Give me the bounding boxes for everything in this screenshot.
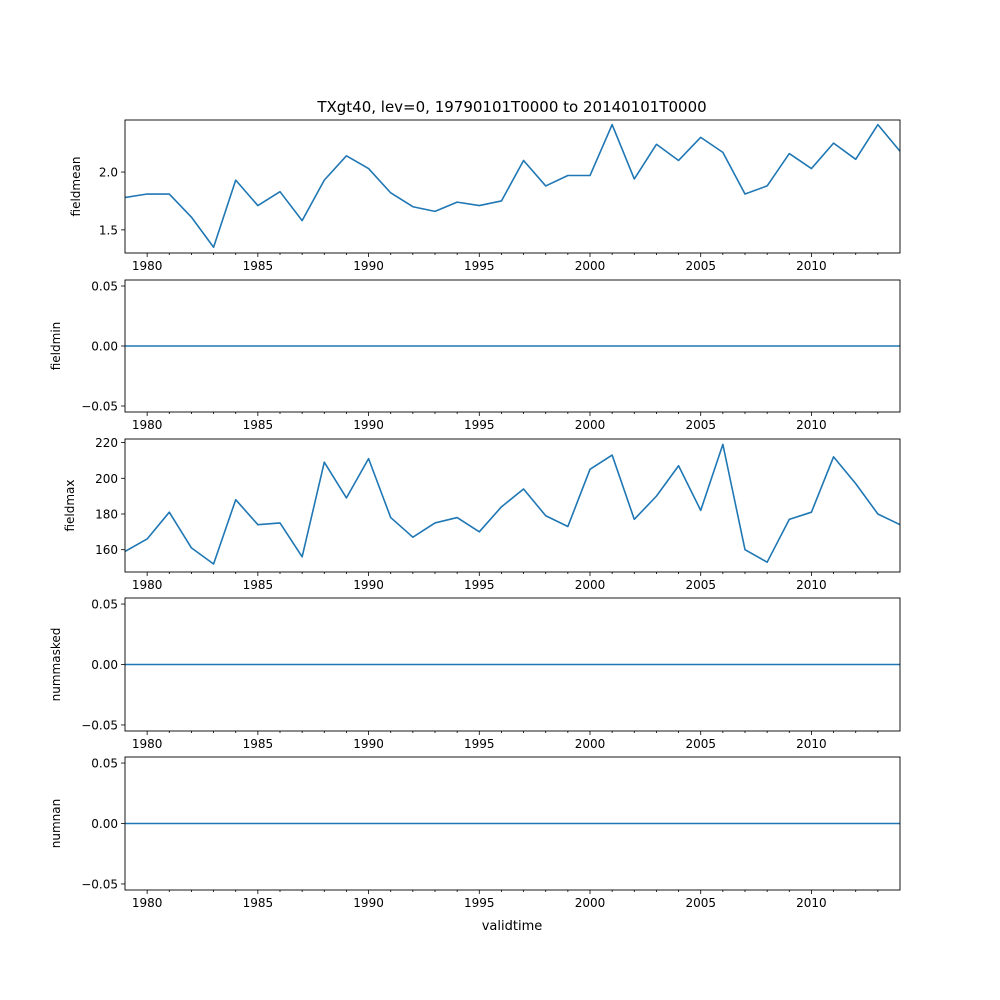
subplot-nummasked: 1980 1985 1990 1995 2000 2005 2010 −0.05 0.00 0.0… [49, 598, 901, 751]
y-tick-label: 2.0 [99, 166, 118, 180]
x-tick-label: 2005 [685, 896, 716, 910]
x-tick-label: 1995 [464, 578, 495, 592]
y-tick-label: 0.00 [91, 340, 118, 354]
x-tick-label: 1990 [353, 737, 384, 751]
y-tick-label: 0.00 [91, 658, 118, 672]
x-tick-label: 1985 [243, 578, 274, 592]
x-tick-label: 1985 [243, 896, 274, 910]
x-tick-label: 1980 [132, 259, 163, 273]
y-tick-label: 160 [95, 543, 118, 557]
x-tick-label: 2005 [685, 737, 716, 751]
y-tick-label: 220 [95, 436, 118, 450]
y-axis-label-fieldmax: fieldmax [63, 479, 77, 531]
y-tick-label: 0.05 [91, 757, 118, 771]
x-tick-label: 2000 [575, 418, 606, 432]
subplot-fieldmin: 1980 1985 1990 1995 2000 2005 2010 −0.05 0.00 0.0… [49, 280, 901, 432]
subplots: 1980 1985 1990 1995 2000 2005 2010 1.5 2.0 fieldm… [49, 119, 901, 910]
x-tick-label: 2000 [575, 578, 606, 592]
y-tick-label: −0.05 [81, 400, 118, 414]
x-tick-label: 2005 [685, 418, 716, 432]
x-axis-label: validtime [482, 919, 543, 934]
y-tick-label: −0.05 [81, 718, 118, 732]
x-tick-label: 2000 [575, 896, 606, 910]
subplot-numnan: 1980 1985 1990 1995 2000 2005 2010 −0.05 0.00 0.0… [49, 757, 901, 910]
y-tick-label: 0.00 [91, 817, 118, 831]
x-tick-label: 1990 [353, 896, 384, 910]
y-axis-label-fieldmean: fieldmean [69, 157, 83, 217]
x-tick-label: 1995 [464, 737, 495, 751]
figure-title: TXgt40, lev=0, 19790101T0000 to 20140101… [316, 98, 706, 116]
x-tick-label: 1995 [464, 896, 495, 910]
series-line-fieldmax [125, 443, 900, 565]
x-tick-label: 1990 [353, 259, 384, 273]
x-tick-label: 2000 [575, 259, 606, 273]
x-tick-label: 1985 [243, 259, 274, 273]
x-tick-label: 2010 [796, 418, 827, 432]
x-tick-label: 1980 [132, 578, 163, 592]
x-tick-label: 1980 [132, 737, 163, 751]
x-tick-label: 1995 [464, 259, 495, 273]
x-tick-label: 1985 [243, 418, 274, 432]
y-tick-label: 0.05 [91, 280, 118, 294]
x-tick-label: 2010 [796, 896, 827, 910]
y-axis-label-numnan: numnan [49, 799, 63, 848]
x-tick-label: 2010 [796, 737, 827, 751]
series-line-fieldmean [125, 123, 900, 249]
x-tick-label: 1980 [132, 418, 163, 432]
axes-frame [124, 438, 901, 573]
x-tick-label: 1985 [243, 737, 274, 751]
x-tick-label: 1990 [353, 578, 384, 592]
x-tick-label: 2005 [685, 259, 716, 273]
x-tick-label: 1980 [132, 896, 163, 910]
x-tick-label: 1995 [464, 418, 495, 432]
x-tick-label: 2010 [796, 259, 827, 273]
y-axis-label-fieldmin: fieldmin [49, 322, 63, 371]
subplot-fieldmax: 1980 1985 1990 1995 2000 2005 2010 160 180 200 220… [63, 436, 901, 592]
subplot-fieldmean: 1980 1985 1990 1995 2000 2005 2010 1.5 2.0 fieldm… [69, 119, 901, 273]
y-tick-label: 1.5 [99, 223, 118, 237]
y-tick-label: 200 [95, 472, 118, 486]
x-tick-label: 1990 [353, 418, 384, 432]
y-tick-label: −0.05 [81, 877, 118, 891]
x-tick-label: 2010 [796, 578, 827, 592]
y-axis-label-nummasked: nummasked [49, 628, 63, 702]
axes-frame [124, 119, 901, 254]
y-tick-label: 180 [95, 507, 118, 521]
y-tick-label: 0.05 [91, 598, 118, 612]
x-tick-label: 2000 [575, 737, 606, 751]
x-tick-label: 2005 [685, 578, 716, 592]
